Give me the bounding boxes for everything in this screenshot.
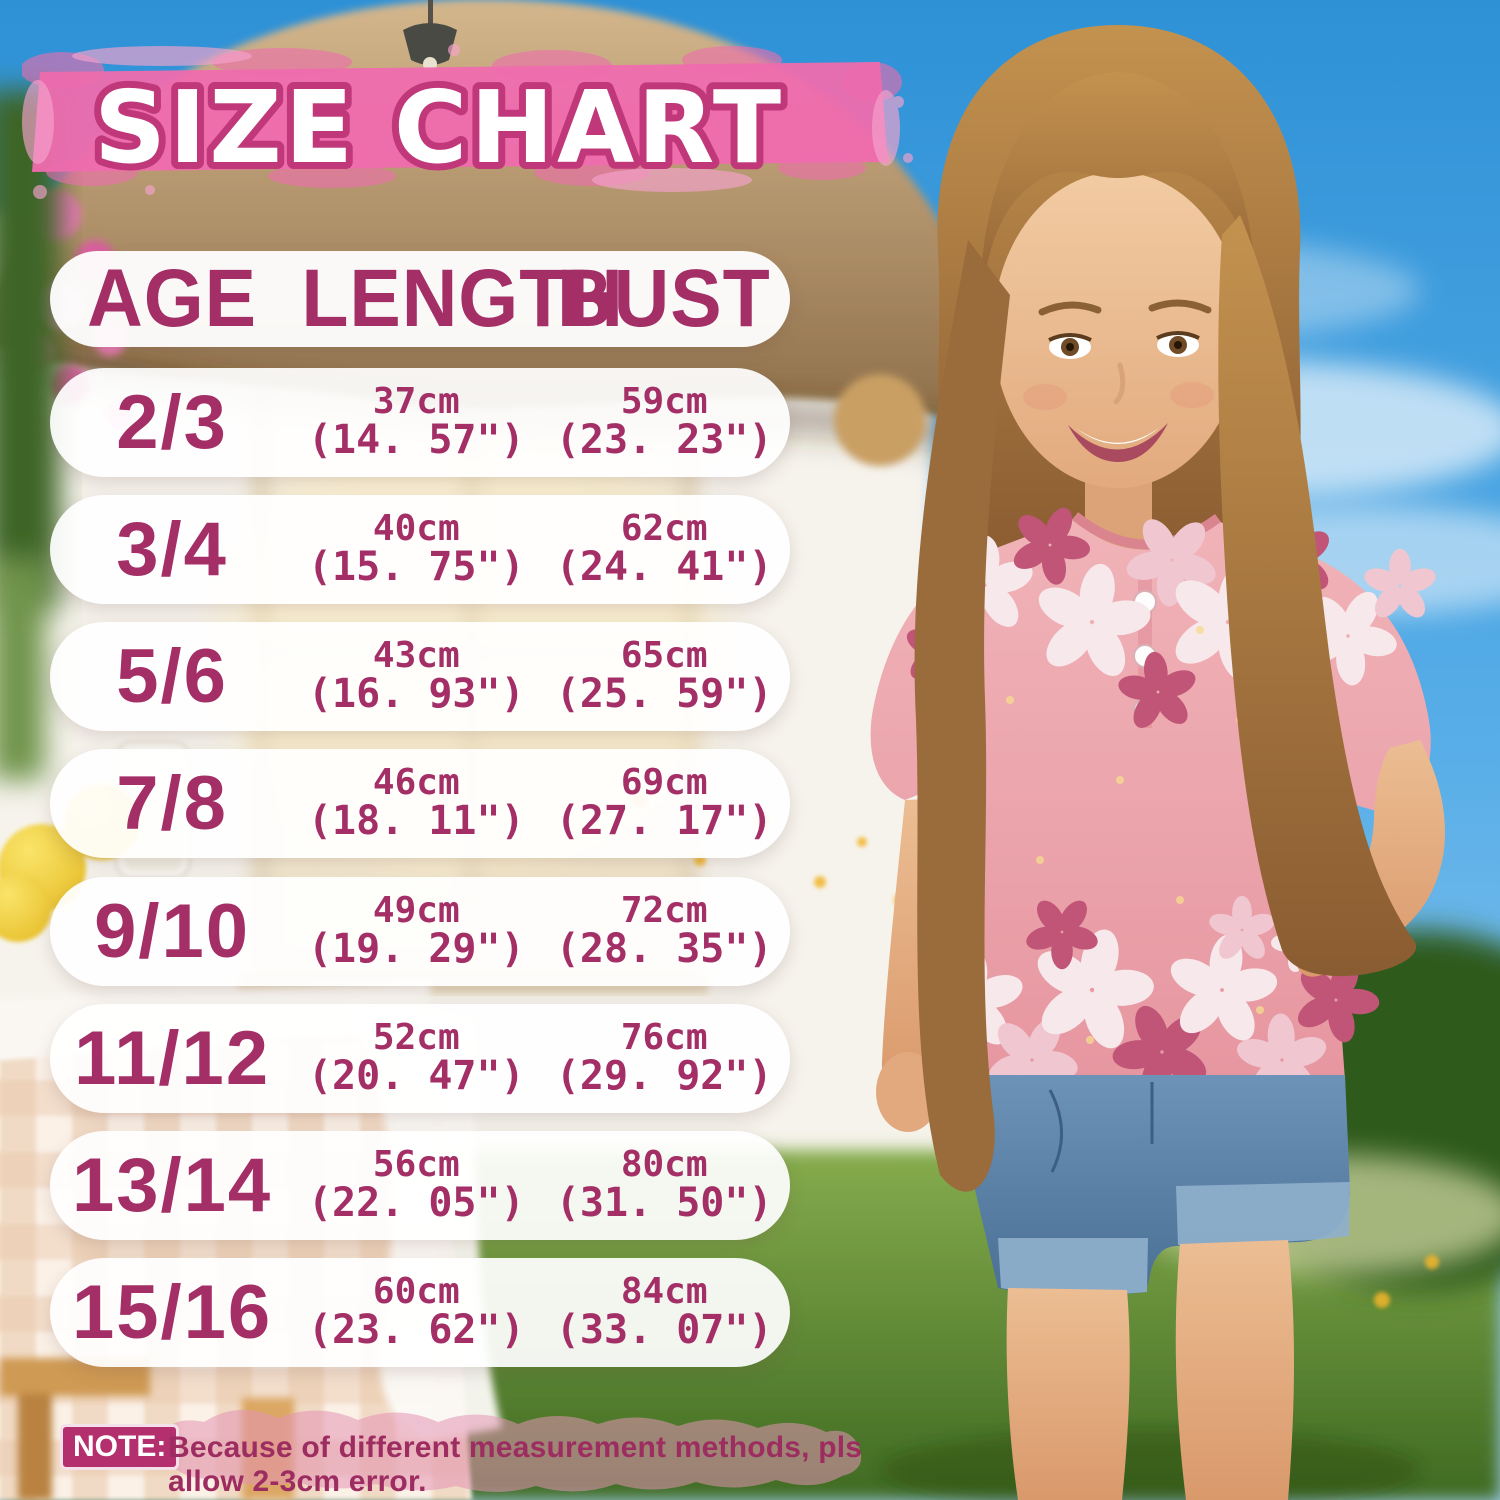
length-inches: (20. 47") xyxy=(307,1053,525,1100)
bust-cm: 72cm xyxy=(620,889,708,931)
age-value: 7/8 xyxy=(116,761,228,846)
title-art: SIZE CHART xyxy=(22,44,913,199)
bust-cm: 69cm xyxy=(620,761,708,803)
bust-inches: (28. 35") xyxy=(555,926,773,973)
note-text: Because of different measurement methods… xyxy=(168,1431,863,1498)
length-inches: (18. 11") xyxy=(307,798,525,845)
length-inches: (14. 57") xyxy=(307,417,525,464)
length-cell: 49cm (19. 29") xyxy=(294,892,538,971)
note-ribbon xyxy=(154,1409,862,1492)
page-title: SIZE CHART xyxy=(94,69,784,186)
bust-cell: 72cm (28. 35") xyxy=(538,892,790,971)
bust-cell: 65cm (25. 59") xyxy=(538,637,790,716)
table-row: 9/10 49cm (19. 29") 72cm (28. 35") xyxy=(50,877,790,986)
header-length: LENGTH xyxy=(301,253,625,344)
denim-shorts xyxy=(960,1075,1350,1297)
wall-basket xyxy=(834,374,926,466)
length-cell: 60cm (23. 62") xyxy=(294,1273,538,1352)
age-value: 13/14 xyxy=(72,1143,273,1228)
age-value: 9/10 xyxy=(94,889,251,974)
bust-cm: 80cm xyxy=(620,1143,708,1185)
header-bust: BUST xyxy=(557,253,771,344)
length-cm: 52cm xyxy=(372,1016,460,1058)
brush-stroke xyxy=(22,44,913,199)
bust-inches: (27. 17") xyxy=(555,798,773,845)
bust-cell: 80cm (31. 50") xyxy=(538,1146,790,1225)
note-label: NOTE: xyxy=(60,1424,180,1470)
bust-inches: (24. 41") xyxy=(555,544,773,591)
length-cell: 56cm (22. 05") xyxy=(294,1146,538,1225)
length-cell: 43cm (16. 93") xyxy=(294,637,538,716)
bust-cell: 69cm (27. 17") xyxy=(538,764,790,843)
length-inches: (23. 62") xyxy=(307,1307,525,1354)
table-row: 13/14 56cm (22. 05") 80cm (31. 50") xyxy=(50,1131,790,1240)
table-row: 11/12 52cm (20. 47") 76cm (29. 92") xyxy=(50,1004,790,1113)
age-value: 2/3 xyxy=(116,380,228,465)
face xyxy=(979,72,1257,488)
table-header-row: AGE LENGTH BUST xyxy=(50,251,790,347)
girl xyxy=(870,25,1446,1500)
length-cell: 52cm (20. 47") xyxy=(294,1019,538,1098)
length-inches: (15. 75") xyxy=(307,544,525,591)
age-value: 3/4 xyxy=(116,507,228,592)
age-value: 15/16 xyxy=(72,1270,273,1355)
bust-cm: 65cm xyxy=(620,634,708,676)
right-leg xyxy=(1175,1240,1294,1500)
bust-cm: 59cm xyxy=(620,380,708,422)
title-banner: SIZE CHART xyxy=(22,40,922,220)
table-row: 5/6 43cm (16. 93") 65cm (25. 59") xyxy=(50,622,790,731)
length-cell: 37cm (14. 57") xyxy=(294,383,538,462)
bust-cell: 59cm (23. 23") xyxy=(538,383,790,462)
age-value: 5/6 xyxy=(116,634,228,719)
length-cell: 40cm (15. 75") xyxy=(294,510,538,589)
hair-front-left xyxy=(914,240,1010,1192)
bust-cell: 84cm (33. 07") xyxy=(538,1273,790,1352)
age-value: 11/12 xyxy=(74,1016,271,1101)
length-cm: 40cm xyxy=(372,507,460,549)
length-inches: (22. 05") xyxy=(307,1180,525,1227)
table-row: 7/8 46cm (18. 11") 69cm (27. 17") xyxy=(50,749,790,858)
left-leg xyxy=(1006,1288,1130,1500)
bust-cm: 62cm xyxy=(620,507,708,549)
table-row: 3/4 40cm (15. 75") 62cm (24. 41") xyxy=(50,495,790,604)
bust-cell: 62cm (24. 41") xyxy=(538,510,790,589)
bust-inches: (23. 23") xyxy=(555,417,773,464)
bust-inches: (31. 50") xyxy=(555,1180,773,1227)
length-inches: (19. 29") xyxy=(307,926,525,973)
length-cm: 60cm xyxy=(372,1270,460,1312)
bust-inches: (29. 92") xyxy=(555,1053,773,1100)
bust-inches: (33. 07") xyxy=(555,1307,773,1354)
bust-cell: 76cm (29. 92") xyxy=(538,1019,790,1098)
length-cm: 56cm xyxy=(372,1143,460,1185)
table-row: 15/16 60cm (23. 62") 84cm (33. 07") xyxy=(50,1258,790,1367)
bust-cm: 84cm xyxy=(620,1270,708,1312)
bust-inches: (25. 59") xyxy=(555,671,773,718)
hair-front-right xyxy=(1218,215,1417,977)
length-inches: (16. 93") xyxy=(307,671,525,718)
length-cell: 46cm (18. 11") xyxy=(294,764,538,843)
length-cm: 46cm xyxy=(372,761,460,803)
length-cm: 43cm xyxy=(372,634,460,676)
header-age: AGE xyxy=(87,253,258,344)
bust-cm: 76cm xyxy=(620,1016,708,1058)
length-cm: 49cm xyxy=(372,889,460,931)
table-row: 2/3 37cm (14. 57") 59cm (23. 23") xyxy=(50,368,790,477)
length-cm: 37cm xyxy=(372,380,460,422)
